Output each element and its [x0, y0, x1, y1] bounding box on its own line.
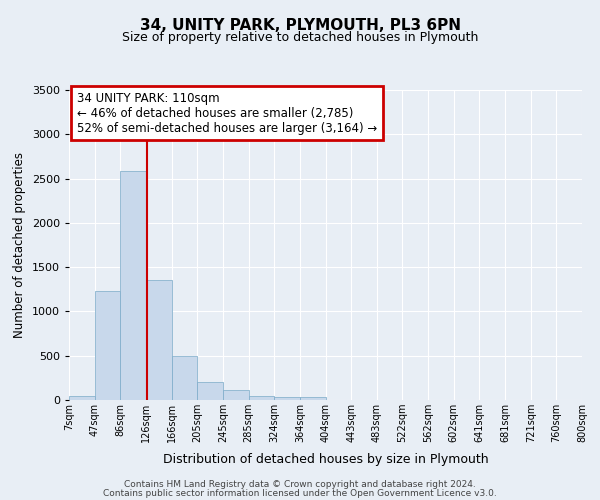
Bar	[95, 291, 121, 400]
Bar	[172, 356, 197, 400]
X-axis label: Distribution of detached houses by size in Plymouth: Distribution of detached houses by size …	[163, 454, 488, 466]
Text: 34, UNITY PARK, PLYMOUTH, PL3 6PN: 34, UNITY PARK, PLYMOUTH, PL3 6PN	[139, 18, 461, 32]
Bar	[248, 396, 274, 400]
Bar	[274, 398, 300, 400]
Text: Contains HM Land Registry data © Crown copyright and database right 2024.: Contains HM Land Registry data © Crown c…	[124, 480, 476, 489]
Bar	[146, 280, 172, 400]
Bar	[223, 390, 248, 400]
Bar	[121, 170, 146, 400]
Text: Size of property relative to detached houses in Plymouth: Size of property relative to detached ho…	[122, 31, 478, 44]
Text: Contains public sector information licensed under the Open Government Licence v3: Contains public sector information licen…	[103, 489, 497, 498]
Bar	[197, 382, 223, 400]
Bar	[69, 396, 95, 400]
Y-axis label: Number of detached properties: Number of detached properties	[13, 152, 26, 338]
Text: 34 UNITY PARK: 110sqm
← 46% of detached houses are smaller (2,785)
52% of semi-d: 34 UNITY PARK: 110sqm ← 46% of detached …	[77, 92, 377, 134]
Bar	[300, 398, 325, 400]
